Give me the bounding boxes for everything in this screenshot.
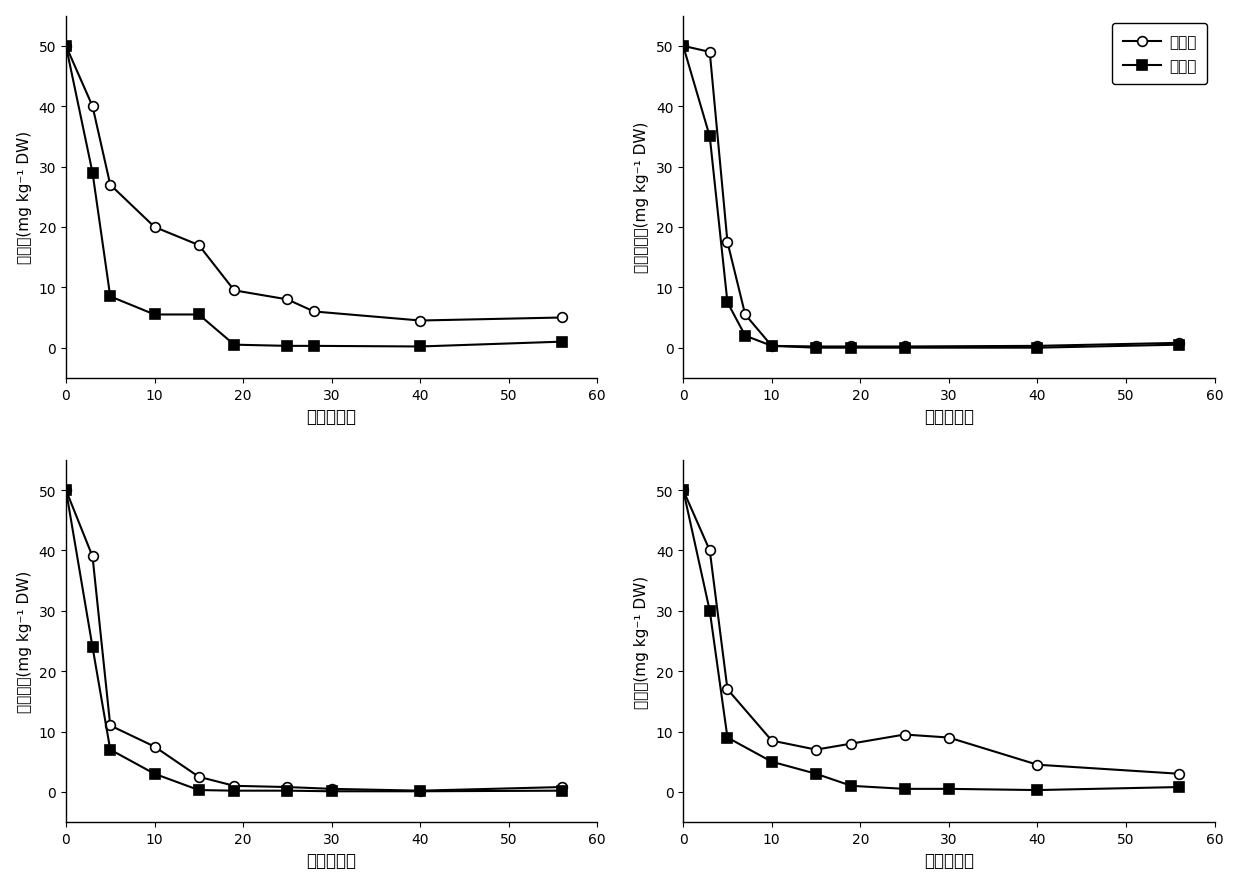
实验组 — [1172, 340, 1187, 351]
实验组 — [413, 342, 428, 353]
Y-axis label: 红霉素(mg kg⁻¹ DW): 红霉素(mg kg⁻¹ DW) — [634, 575, 649, 708]
实验组 — [1030, 343, 1045, 354]
实验组 — [808, 768, 823, 779]
实验组 — [676, 42, 691, 52]
Line: 实验组: 实验组 — [61, 42, 567, 352]
实验组 — [280, 786, 295, 797]
对照组 — [1030, 759, 1045, 770]
对照组 — [720, 237, 735, 248]
对照组 — [306, 307, 321, 317]
实验组 — [1172, 781, 1187, 792]
实验组 — [58, 486, 73, 496]
实验组 — [191, 310, 206, 321]
Line: 实验组: 实验组 — [678, 42, 1184, 354]
实验组 — [58, 42, 73, 52]
实验组 — [306, 341, 321, 352]
对照组 — [103, 180, 118, 190]
对照组 — [191, 240, 206, 251]
实验组 — [227, 786, 242, 797]
对照组 — [280, 781, 295, 792]
对照组 — [103, 720, 118, 731]
实验组 — [676, 486, 691, 496]
实验组 — [702, 132, 717, 143]
实验组 — [702, 606, 717, 617]
实验组 — [738, 330, 753, 341]
实验组 — [227, 340, 242, 351]
实验组 — [554, 786, 569, 797]
实验组 — [1030, 785, 1045, 796]
实验组 — [941, 783, 956, 794]
实验组 — [897, 783, 911, 794]
对照组 — [897, 729, 911, 740]
实验组 — [324, 786, 339, 797]
实验组 — [86, 642, 100, 653]
对照组 — [808, 342, 823, 353]
X-axis label: 时间（天）: 时间（天） — [924, 851, 973, 869]
实验组 — [720, 298, 735, 308]
Line: 实验组: 实验组 — [678, 486, 1184, 795]
对照组 — [191, 772, 206, 782]
实验组 — [720, 733, 735, 743]
对照组 — [897, 342, 911, 353]
实验组 — [413, 786, 428, 797]
实验组 — [148, 768, 162, 779]
实验组 — [148, 310, 162, 321]
实验组 — [844, 343, 859, 354]
对照组 — [86, 551, 100, 562]
实验组 — [103, 291, 118, 302]
实验组 — [764, 341, 779, 352]
对照组 — [702, 48, 717, 58]
Line: 实验组: 实验组 — [61, 486, 567, 797]
对照组 — [86, 102, 100, 113]
对照组 — [324, 783, 339, 794]
对照组 — [148, 742, 162, 752]
X-axis label: 时间（天）: 时间（天） — [306, 408, 357, 425]
实验组 — [191, 785, 206, 796]
实验组 — [103, 744, 118, 755]
实验组 — [554, 337, 569, 347]
对照组 — [280, 295, 295, 306]
Y-axis label: 环丙沙星(mg kg⁻¹ DW): 环丙沙星(mg kg⁻¹ DW) — [16, 571, 32, 712]
Legend: 对照组, 实验组: 对照组, 实验组 — [1112, 24, 1207, 85]
实验组 — [86, 168, 100, 179]
对照组 — [764, 341, 779, 352]
实验组 — [280, 341, 295, 352]
实验组 — [844, 781, 859, 791]
实验组 — [897, 343, 911, 354]
对照组 — [58, 486, 73, 496]
对照组 — [764, 735, 779, 746]
对照组 — [1172, 768, 1187, 779]
对照组 — [844, 738, 859, 749]
对照组 — [227, 781, 242, 791]
对照组 — [941, 733, 956, 743]
对照组 — [844, 342, 859, 353]
Line: 对照组: 对照组 — [678, 42, 1184, 352]
对照组 — [148, 222, 162, 233]
对照组 — [702, 546, 717, 556]
对照组 — [808, 744, 823, 755]
对照组 — [554, 781, 569, 792]
Y-axis label: 土霉素(mg kg⁻¹ DW): 土霉素(mg kg⁻¹ DW) — [16, 131, 32, 264]
X-axis label: 时间（天）: 时间（天） — [924, 408, 973, 425]
实验组 — [808, 343, 823, 354]
对照组 — [413, 315, 428, 326]
X-axis label: 时间（天）: 时间（天） — [306, 851, 357, 869]
Y-axis label: 磺胺甲恶唠(mg kg⁻¹ DW): 磺胺甲恶唠(mg kg⁻¹ DW) — [634, 122, 649, 273]
对照组 — [738, 310, 753, 321]
对照组 — [58, 42, 73, 52]
对照组 — [720, 684, 735, 695]
对照组 — [413, 786, 428, 797]
对照组 — [676, 42, 691, 52]
对照组 — [227, 285, 242, 296]
Line: 对照组: 对照组 — [61, 486, 567, 796]
实验组 — [764, 757, 779, 767]
Line: 对照组: 对照组 — [61, 42, 567, 326]
Line: 对照组: 对照组 — [678, 486, 1184, 779]
对照组 — [554, 313, 569, 323]
对照组 — [676, 486, 691, 496]
对照组 — [1172, 338, 1187, 349]
对照组 — [1030, 341, 1045, 352]
